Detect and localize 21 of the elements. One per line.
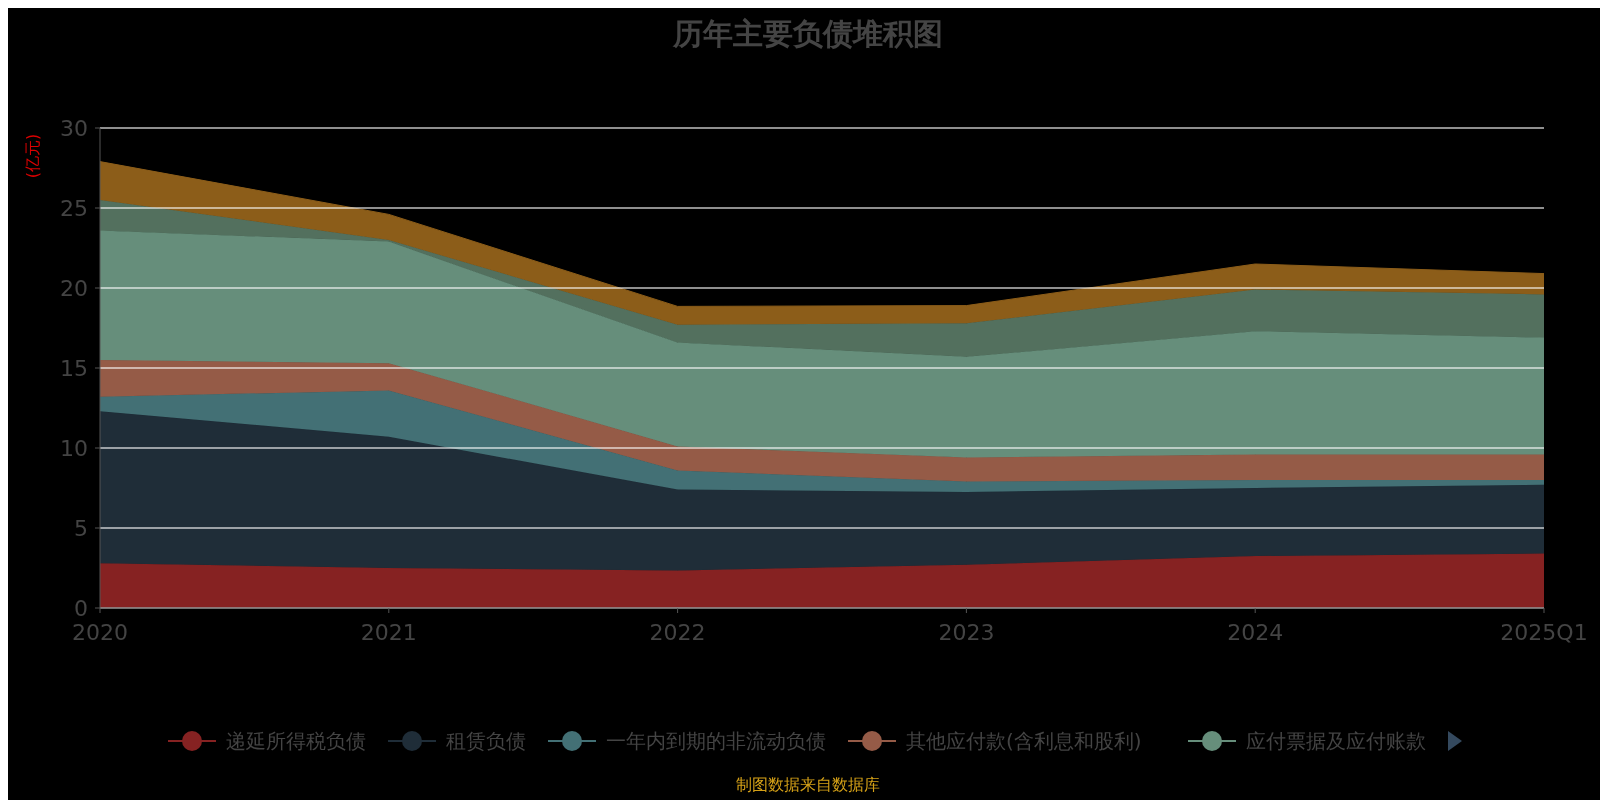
y-axis-title: (亿元): [23, 133, 42, 179]
y-tick-label: 20: [60, 275, 88, 301]
x-tick-label: 2024: [1227, 620, 1284, 645]
x-tick-label: 2021: [360, 620, 417, 645]
y-tick-label: 25: [60, 195, 88, 221]
legend-label: 递延所得税负债: [226, 729, 366, 753]
x-tick-label: 2020: [72, 620, 128, 645]
x-tick-label: 2025Q1: [1500, 620, 1588, 645]
y-tick-label: 30: [60, 115, 88, 141]
legend-label: 一年内到期的非流动负债: [606, 729, 826, 753]
y-tick-label: 10: [60, 435, 88, 461]
y-tick-label: 5: [74, 515, 88, 541]
y-tick-label: 0: [74, 595, 88, 621]
legend-label: 租赁负债: [446, 729, 526, 753]
y-tick-label: 15: [60, 355, 88, 381]
x-tick-label: 2022: [649, 620, 706, 645]
legend-label: 其他应付款(含利息和股利): [906, 729, 1142, 753]
x-tick-label: 2023: [938, 620, 995, 645]
chart-title: 历年主要负债堆积图: [672, 16, 943, 51]
legend-label: 应付票据及应付账款: [1246, 729, 1426, 753]
text: 制图数据来自数据库: [736, 775, 880, 794]
